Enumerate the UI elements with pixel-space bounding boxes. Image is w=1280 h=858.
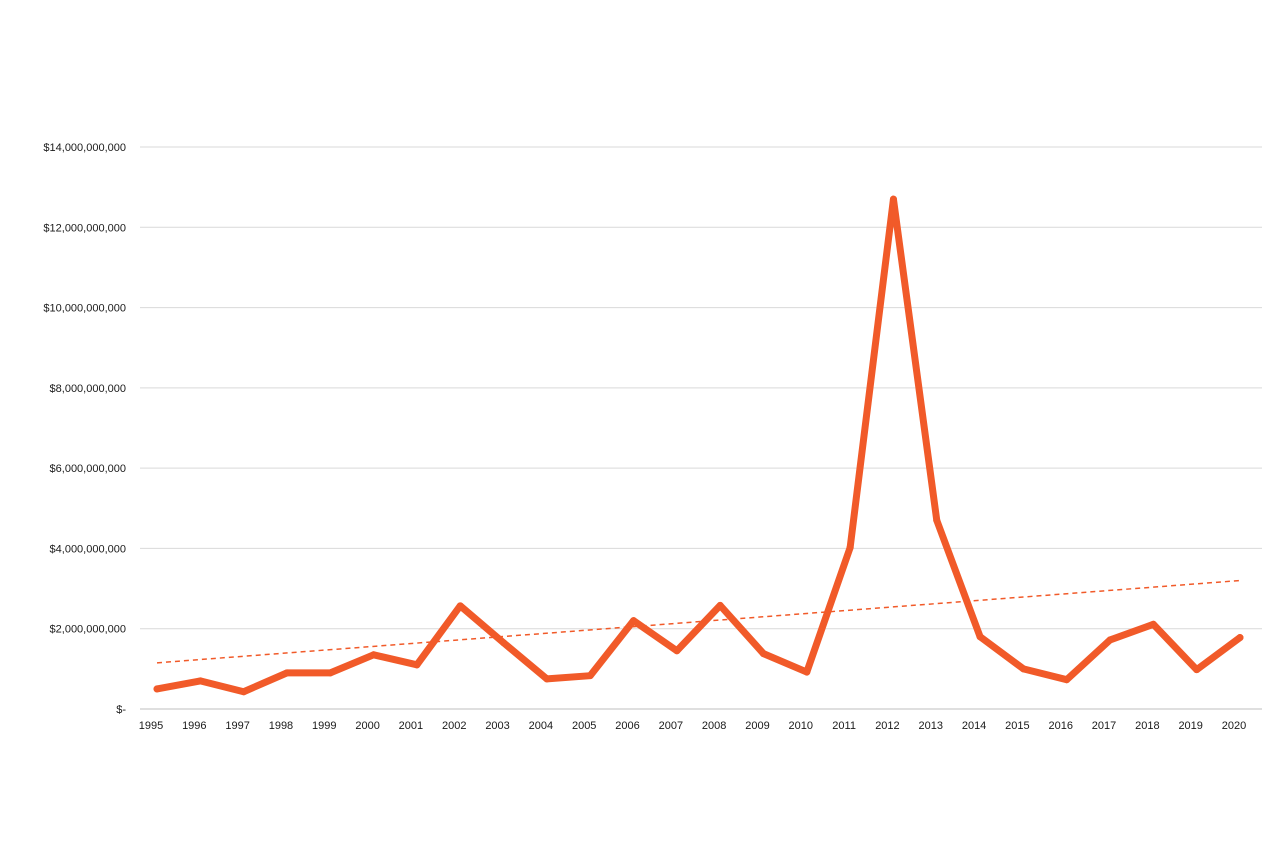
x-tick-label: 2005 <box>572 720 596 732</box>
data-point <box>716 601 724 609</box>
x-tick-label: 2018 <box>1135 720 1159 732</box>
y-tick-label: $6,000,000,000 <box>50 463 126 475</box>
x-tick-label: 2003 <box>485 720 509 732</box>
trendline <box>156 579 1241 664</box>
x-tick-label: 1995 <box>139 720 163 732</box>
data-point <box>889 195 897 203</box>
data-point <box>976 633 984 641</box>
x-tick-label: 2008 <box>702 720 726 732</box>
data-point <box>413 661 421 669</box>
y-tick-label: $8,000,000,000 <box>50 383 126 395</box>
data-point <box>370 651 378 659</box>
y-tick-label: $14,000,000,000 <box>43 142 126 154</box>
x-tick-label: 1996 <box>182 720 206 732</box>
data-point <box>543 675 551 683</box>
y-tick-label: $2,000,000,000 <box>50 624 126 636</box>
x-tick-label: 2019 <box>1178 720 1202 732</box>
series-layer <box>153 195 1244 696</box>
x-tick-label: 2009 <box>745 720 769 732</box>
x-tick-label: 2007 <box>659 720 683 732</box>
data-point <box>1149 620 1157 628</box>
x-tick-label: 2001 <box>399 720 423 732</box>
x-tick-label: 2000 <box>355 720 379 732</box>
data-point <box>326 669 334 677</box>
data-point <box>630 617 638 625</box>
x-tick-label: 2011 <box>832 720 856 732</box>
x-tick-label: 2004 <box>529 720 553 732</box>
x-tick-label: 2020 <box>1222 720 1246 732</box>
x-tick-label: 2013 <box>919 720 943 732</box>
data-point <box>196 677 204 685</box>
series-line <box>153 195 1244 696</box>
data-point <box>803 668 811 676</box>
data-point <box>456 602 464 610</box>
data-point <box>933 516 941 524</box>
x-tick-label: 2015 <box>1005 720 1029 732</box>
y-tick-label: $10,000,000,000 <box>43 303 126 315</box>
data-point <box>759 650 767 658</box>
y-tick-label: $4,000,000,000 <box>50 543 126 555</box>
gridlines <box>140 146 1262 710</box>
data-point <box>500 639 508 647</box>
data-point <box>673 647 681 655</box>
data-point <box>1106 636 1114 644</box>
x-tick-label: 1999 <box>312 720 336 732</box>
data-point <box>846 544 854 552</box>
data-point <box>1019 665 1027 673</box>
data-point <box>283 669 291 677</box>
data-point <box>586 672 594 680</box>
x-axis-tick-labels: 1995 1996 1997 1998 1999 2000 2001 2002 2003 2004… <box>139 720 1246 732</box>
x-tick-label: 2014 <box>962 720 986 732</box>
x-tick-label: 2010 <box>789 720 813 732</box>
y-tick-label: $- <box>116 704 126 716</box>
x-tick-label: 2002 <box>442 720 466 732</box>
x-tick-label: 2006 <box>615 720 639 732</box>
x-tick-label: 1998 <box>269 720 293 732</box>
x-tick-label: 2012 <box>875 720 899 732</box>
x-tick-label: 2016 <box>1048 720 1072 732</box>
x-tick-label: 2017 <box>1092 720 1116 732</box>
x-tick-label: 1997 <box>225 720 249 732</box>
trendline-layer <box>156 579 1241 664</box>
y-tick-label: $12,000,000,000 <box>43 222 126 234</box>
data-point <box>1063 676 1071 684</box>
data-point <box>240 688 248 696</box>
y-axis-tick-labels: $- $2,000,000,000 $4,000,000,000 $6,000,000… <box>43 142 126 716</box>
data-point <box>1236 634 1244 642</box>
data-point <box>1193 666 1201 674</box>
data-point <box>153 685 161 693</box>
